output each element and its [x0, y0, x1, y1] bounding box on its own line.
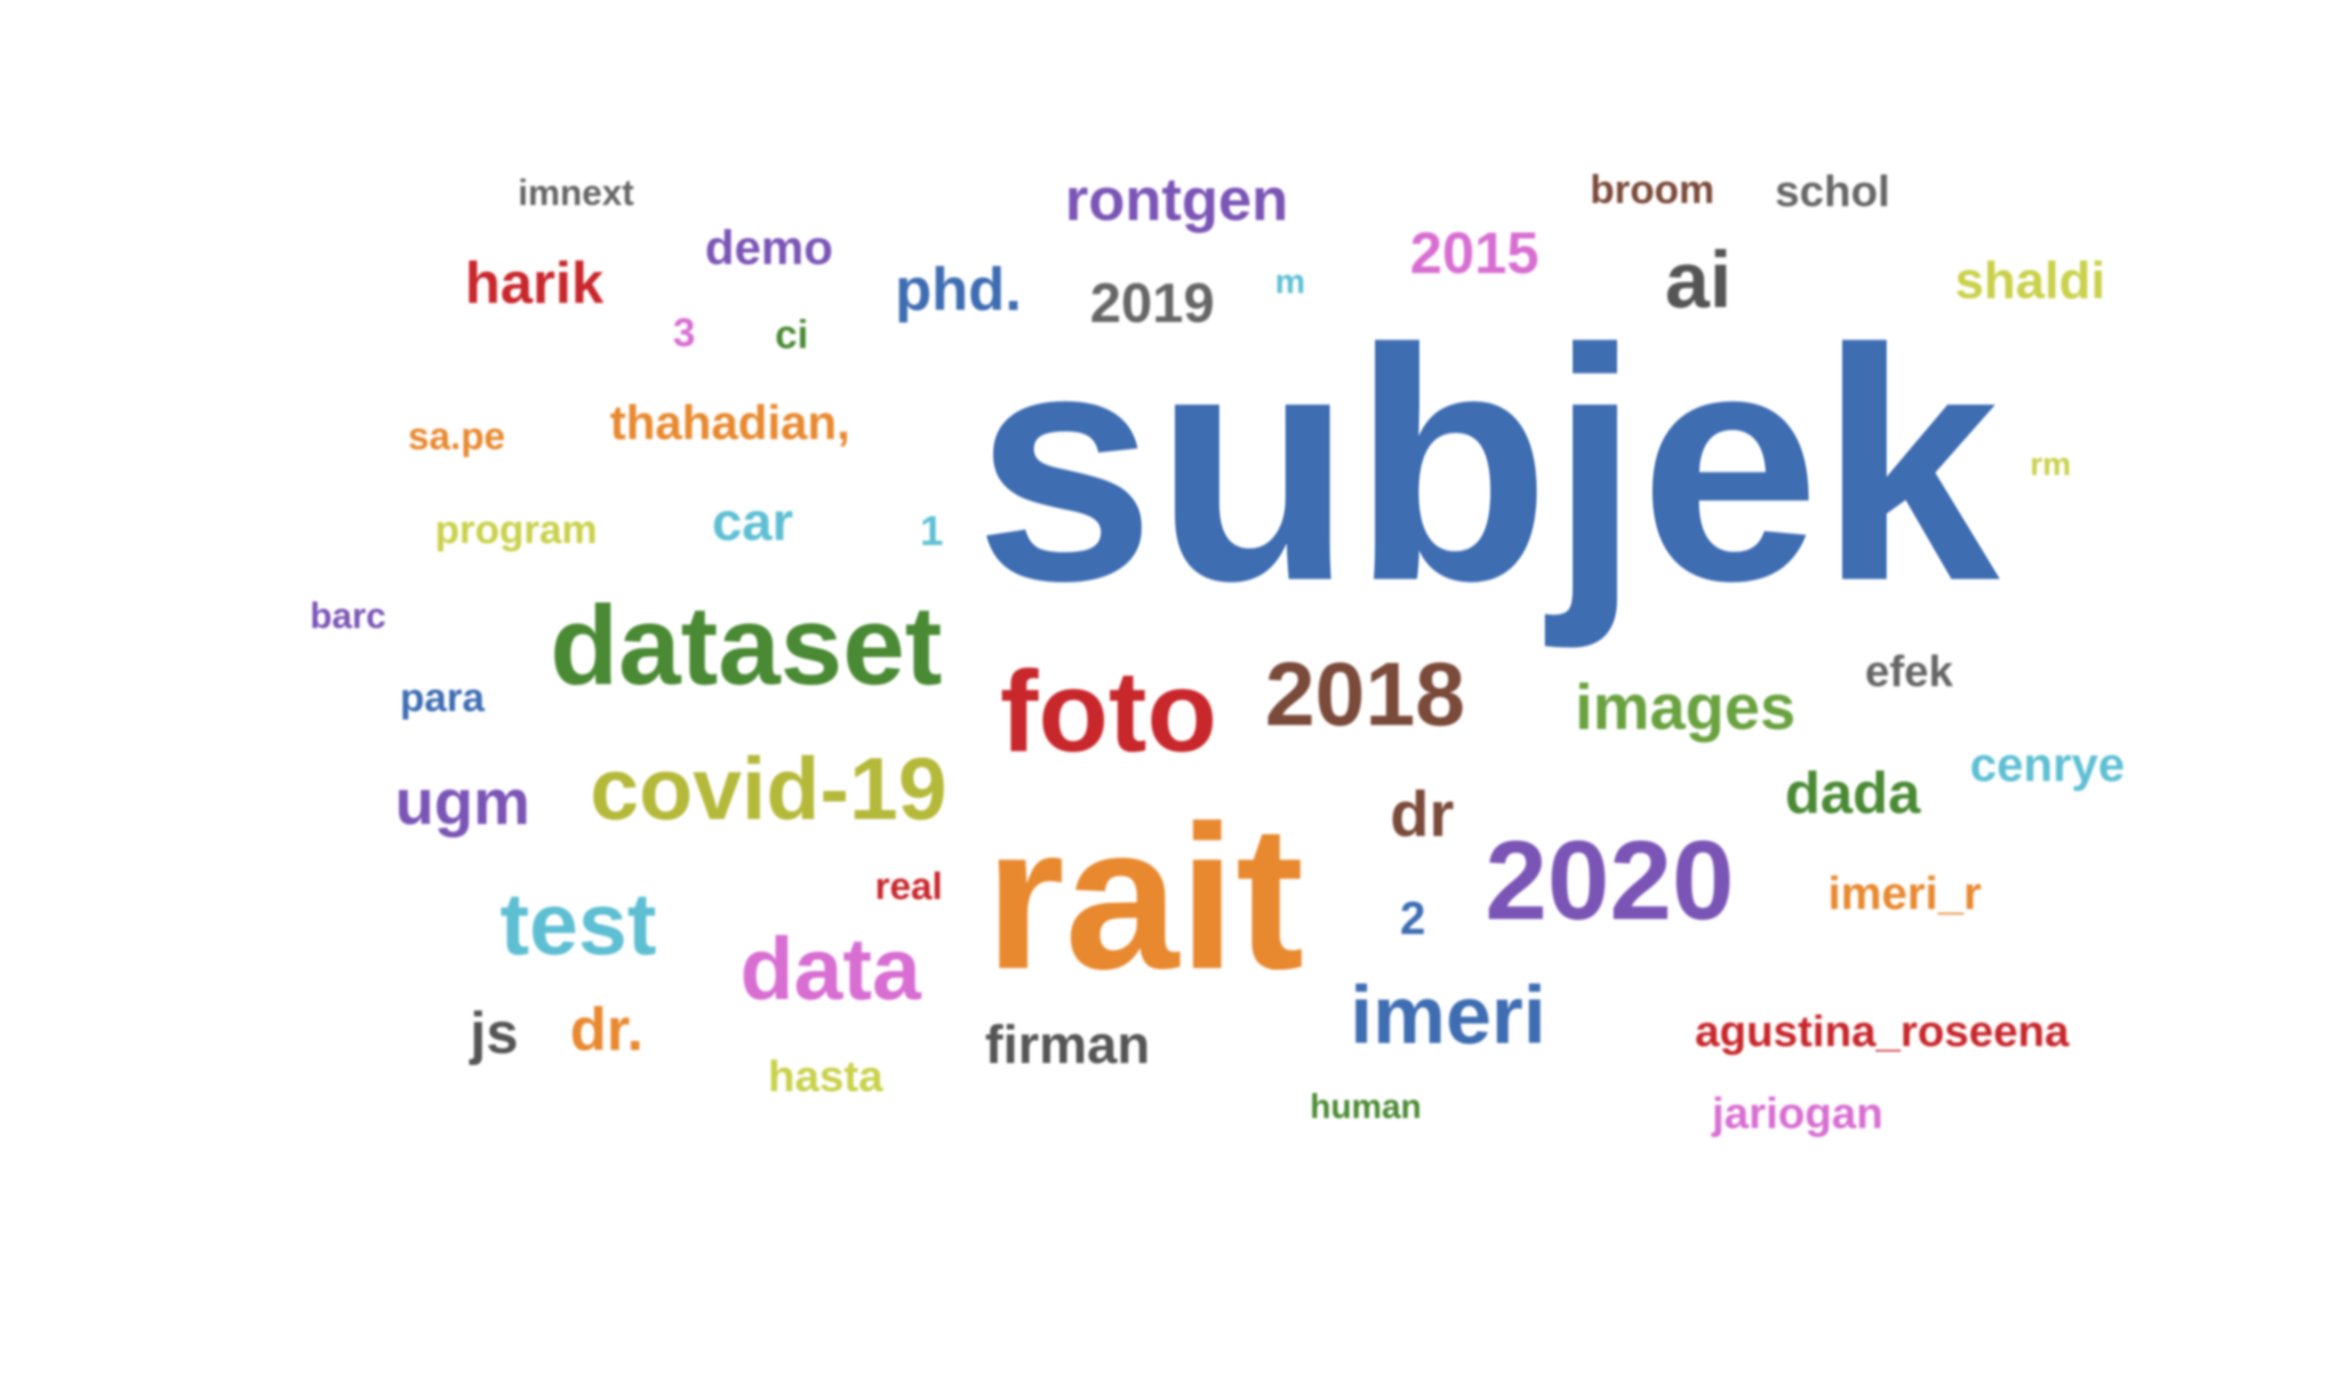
- word-car: car: [712, 492, 794, 552]
- word-jariogan: jariogan: [1712, 1089, 1884, 1138]
- word-harik: harik: [465, 251, 604, 316]
- word-2018: 2018: [1265, 645, 1466, 745]
- word-ai: ai: [1665, 235, 1732, 324]
- word-agustina-roseena: agustina_roseena: [1695, 1007, 2070, 1056]
- word-imnext: imnext: [518, 172, 635, 213]
- word-rontgen: rontgen: [1065, 166, 1289, 233]
- word-firman: firman: [985, 1015, 1151, 1075]
- word-shaldi: shaldi: [1955, 252, 2106, 310]
- word-program: program: [435, 508, 598, 552]
- word-thahadian: thahadian,: [610, 397, 851, 450]
- word-schol: schol: [1775, 167, 1890, 216]
- word-ugm: ugm: [395, 766, 531, 838]
- word-human: human: [1310, 1088, 1422, 1126]
- word-covid-19: covid-19: [590, 739, 948, 838]
- word-test: test: [500, 874, 657, 973]
- word-2020: 2020: [1485, 818, 1735, 943]
- word-real: real: [875, 866, 943, 908]
- word-3: 3: [673, 311, 696, 355]
- word-broom: broom: [1590, 168, 1715, 212]
- word-subjek: subjek: [975, 280, 2000, 649]
- word-demo: demo: [705, 222, 834, 275]
- word-ci: ci: [775, 313, 809, 357]
- word-dr-dot: dr.: [570, 996, 644, 1063]
- word-dr: dr: [1390, 778, 1454, 850]
- word-images: images: [1575, 671, 1796, 743]
- word-2019: 2019: [1090, 271, 1215, 334]
- word-m: m: [1275, 263, 1306, 301]
- word-1: 1: [920, 507, 944, 554]
- word-2: 2: [1400, 892, 1426, 944]
- word-efek: efek: [1865, 647, 1954, 696]
- word-imeri: imeri: [1350, 970, 1546, 1061]
- word-cenrye: cenrye: [1970, 739, 2125, 792]
- word-para: para: [400, 676, 485, 720]
- word-rait: rait: [985, 783, 1305, 1012]
- word-phd: phd.: [895, 256, 1022, 323]
- word-2015: 2015: [1410, 221, 1540, 286]
- word-barc: barc: [310, 595, 387, 636]
- word-hasta: hasta: [768, 1052, 883, 1101]
- word-foto: foto: [1000, 648, 1218, 776]
- word-dada: dada: [1785, 761, 1921, 826]
- word-rm: rm: [2030, 446, 2071, 482]
- word-js: js: [470, 1001, 519, 1066]
- word-imeri-r: imeri_r: [1828, 867, 1982, 919]
- word-sape: sa.pe: [408, 416, 506, 458]
- word-dataset: dataset: [550, 583, 943, 708]
- word-data: data: [740, 919, 921, 1018]
